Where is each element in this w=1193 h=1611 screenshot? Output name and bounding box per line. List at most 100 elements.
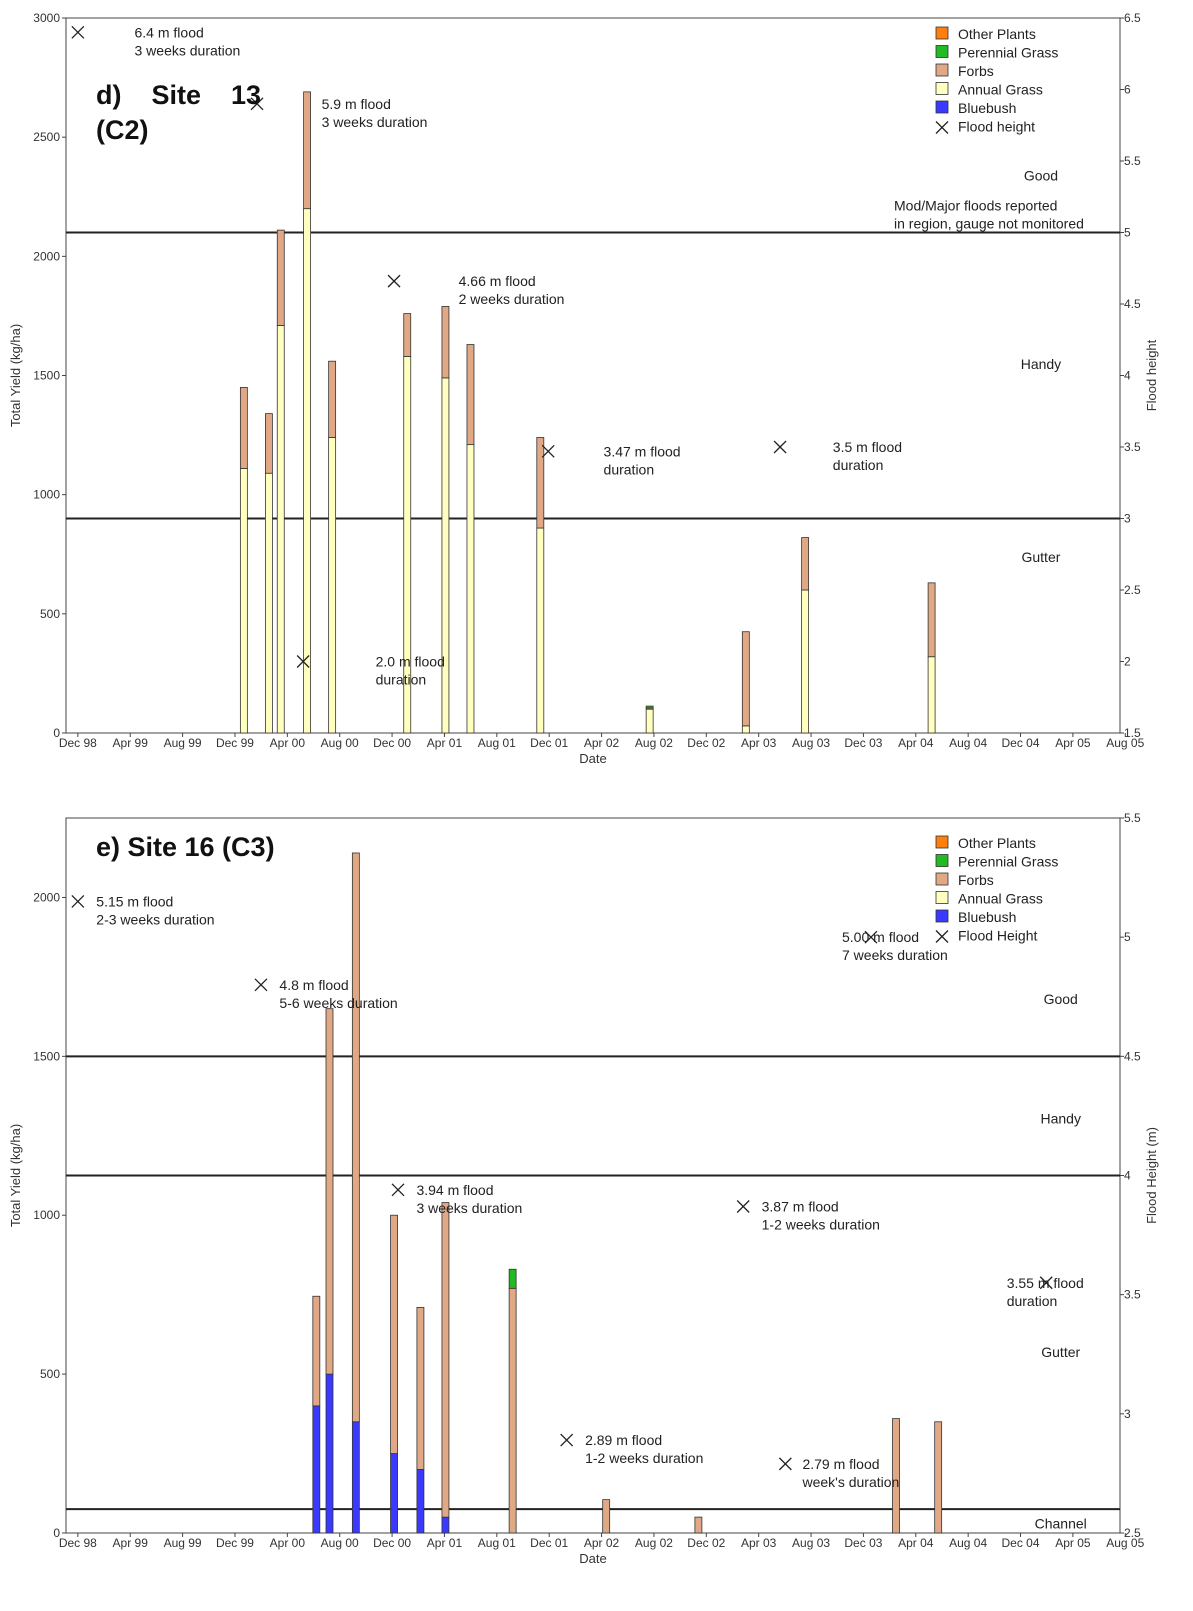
flood-height-marker [391,1183,405,1197]
zone-label: Handy [1021,356,1061,372]
bar-segment-annual-grass [328,437,337,734]
bar-segment-annual-grass [303,208,312,734]
chart-site-13: 0 500 1000 1500 2000 2500 3000 1.5 2 2.5 3 3.5 4 4.5 5… [8,11,1159,766]
cross-stroke [778,1457,792,1471]
x-tick-label: Apr 02 [584,736,620,750]
y-tick-label: 0 [53,1526,60,1540]
x-tick-label: Apr 99 [113,736,149,750]
x-tick-label: Dec 04 [1002,1536,1040,1550]
flood-annotation: 3.94 m flood [416,1182,493,1198]
y-tick-label: 1500 [33,1049,60,1063]
y-tick-label: 2000 [33,249,60,263]
flood-annotation: 3.47 m flood [604,443,681,459]
bar-stack [927,582,936,734]
bar-segment-forbs [328,360,337,438]
x-tick-label: Apr 04 [898,1536,934,1550]
bar-segment-annual-grass [741,725,750,734]
x-tick-label: Dec 99 [216,736,254,750]
cross-stroke [1039,1276,1053,1290]
cross-stroke [541,444,555,458]
flood-annotation: 5.9 m flood [322,96,391,112]
flood-annotation: 3.87 m flood [762,1198,839,1214]
x-tick-label: Dec 03 [844,1536,882,1550]
bar-stack [264,413,273,734]
y-tick-label: 1500 [33,369,60,383]
flood-annotation: 2 weeks duration [459,291,565,307]
flood-height-marker [736,1200,750,1213]
bar-segment-forbs [508,1287,517,1534]
x-tick-label: Dec 98 [59,1536,97,1550]
legend-swatch [935,63,949,77]
x-tick-label: Apr 00 [270,1536,306,1550]
bar-stack [303,91,312,734]
bar-segment-forbs [602,1499,611,1534]
x-tick-label: Aug 00 [321,1536,359,1550]
flood-annotation: 2.89 m flood [585,1432,662,1448]
bar-stack [694,1516,703,1534]
legend: Other Plants Perennial Grass Forbs Annual G… [935,26,1058,135]
legend: Other Plants Perennial Grass Forbs Annual G… [935,835,1058,944]
bar-segment-forbs [694,1516,703,1534]
bar-stack [351,852,360,1534]
legend-swatch [935,26,949,40]
bar-segment-annual-grass [927,656,936,734]
cross-stroke [254,978,268,992]
flood-annotation: 5-6 weeks duration [279,995,397,1011]
x-tick-label: Apr 01 [427,1536,463,1550]
bar-segment-bluebush [441,1516,450,1534]
x-tick-label: Dec 01 [530,1536,568,1550]
bar-stack [508,1268,517,1534]
legend-swatch [935,891,949,904]
x-tick-label: Apr 02 [584,1536,620,1550]
cross-stroke [736,1200,750,1213]
bar-stack [325,1008,334,1534]
x-tick-label: Aug 02 [635,1536,673,1550]
zone-label: Gutter [1021,549,1060,565]
x-tick-label: Aug 04 [949,1536,987,1550]
legend-label: Bluebush [958,909,1016,925]
y2-tick-label: 4.5 [1124,297,1141,311]
y2-tick-label: 3.5 [1124,1288,1141,1302]
zone-label: Handy [1040,1110,1080,1126]
flood-annotation: duration [604,461,655,477]
y-axis-label: Total Yield (kg/ha) [8,1124,23,1227]
zone-label: Channel [1035,1515,1087,1531]
bar-segment-bluebush [416,1469,425,1534]
x-tick-label: Apr 01 [427,736,463,750]
bar-segment-forbs [325,1008,334,1375]
flood-annotation: 2.0 m flood [376,654,445,670]
legend-label: Other Plants [958,26,1036,42]
y-tick-label: 2500 [33,130,60,144]
flood-height-marker [864,930,878,944]
legend-label: Forbs [958,63,994,79]
bar-stack [645,705,654,734]
y-tick-label: 3000 [33,11,60,25]
flood-height-marker [254,978,268,992]
x-tick-label: Aug 03 [792,736,830,750]
bar-segment-bluebush [312,1405,321,1534]
bar-segment-forbs [801,537,810,591]
flood-height-marker [71,25,85,39]
legend-label: Bluebush [958,100,1016,116]
bar-segment-forbs [536,437,545,529]
flood-annotation: 5.00 m flood [842,929,919,945]
x-tick-label: Aug 00 [321,736,359,750]
x-tick-label: Dec 00 [373,1536,411,1550]
x-tick-label: Aug 02 [635,736,673,750]
bar-stack [276,229,285,734]
cross-stroke [296,655,310,668]
y2-tick-label: 6 [1124,83,1131,97]
bar-segment-forbs [741,631,750,727]
y2-tick-label: 4 [1124,1169,1131,1183]
y2-axis-label: Flood Height (m) [1144,1127,1159,1224]
legend-label: Other Plants [958,835,1036,851]
x-tick-label: Apr 04 [898,736,934,750]
bar-stack [390,1214,398,1534]
bar-segment-forbs [441,305,450,379]
legend-swatch [935,872,949,886]
bar-stack [416,1306,425,1534]
legend-swatch [935,82,949,95]
flood-height-marker [296,655,310,668]
legend-cross-icon [935,930,949,943]
y2-tick-label: 4.5 [1124,1049,1141,1063]
